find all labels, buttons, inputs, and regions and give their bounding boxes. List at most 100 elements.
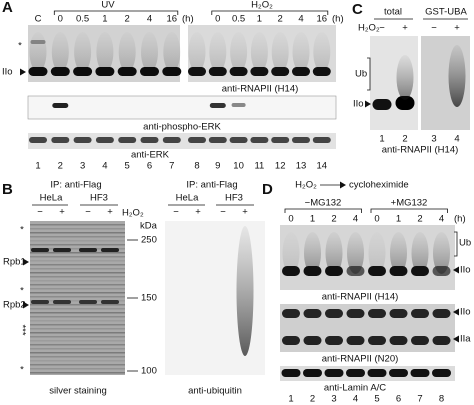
stain-band — [30, 292, 125, 294]
band — [411, 232, 429, 274]
band — [282, 266, 300, 276]
band — [448, 45, 466, 107]
lane-number: 7 — [417, 394, 422, 405]
stain-band — [30, 360, 125, 362]
band — [432, 369, 451, 377]
band — [292, 67, 310, 76]
band — [396, 55, 414, 100]
band — [96, 32, 114, 72]
band — [433, 232, 450, 274]
band — [208, 137, 227, 143]
treatment-label: H₂O₂ — [358, 23, 380, 34]
lane-label: 2 — [331, 214, 336, 225]
band — [118, 137, 137, 143]
bracket — [370, 208, 448, 213]
sign: + — [402, 23, 408, 34]
stain-band — [30, 340, 125, 342]
arrowhead — [23, 258, 29, 266]
label: IP: anti-Flag — [186, 180, 237, 191]
band — [29, 32, 47, 72]
band-label: Rpb1 — [3, 257, 26, 268]
band — [95, 67, 115, 76]
lane-number: 3 — [331, 394, 336, 405]
band — [292, 137, 310, 143]
lane-label: 0.5 — [232, 14, 245, 25]
lane-label: 4 — [439, 214, 444, 225]
stain-band — [30, 284, 125, 286]
band — [368, 309, 386, 318]
band — [282, 232, 300, 274]
sign: − — [431, 23, 437, 34]
unit-label: (h) — [182, 14, 194, 25]
cell-label: HeLa — [40, 193, 63, 204]
lane-label: 1 — [310, 214, 315, 225]
lane-label: 4 — [147, 14, 152, 25]
lane-number: 4 — [102, 161, 107, 172]
sign: + — [242, 207, 248, 218]
lane-label: 1 — [396, 214, 401, 225]
lane-label: 16 — [167, 14, 178, 25]
band — [29, 137, 47, 143]
band — [312, 67, 331, 76]
arrowhead — [20, 68, 26, 76]
band — [31, 300, 49, 304]
band — [390, 232, 407, 274]
band — [303, 369, 322, 377]
stain-band — [30, 364, 125, 366]
band — [325, 232, 343, 274]
stain-band — [30, 268, 125, 270]
band — [162, 137, 181, 143]
band — [79, 300, 97, 304]
bracket — [53, 10, 179, 15]
band — [432, 309, 451, 318]
band — [389, 309, 408, 318]
band — [231, 103, 246, 107]
band — [188, 137, 206, 143]
treatment-label: H₂O₂ — [122, 208, 144, 219]
blot — [280, 366, 455, 381]
band — [432, 266, 451, 276]
band — [389, 336, 408, 345]
bracket — [367, 57, 371, 91]
blot-label: anti-RNAPII (H14) — [222, 84, 299, 95]
asterisk: * — [20, 365, 24, 376]
lane-label: 0 — [215, 14, 220, 25]
stain-band — [30, 288, 125, 290]
band — [312, 137, 331, 143]
stain-band — [30, 236, 125, 238]
stain-band — [30, 252, 125, 254]
band — [73, 67, 93, 76]
band — [188, 67, 206, 76]
band-label: IIo — [353, 99, 364, 110]
sign: + — [195, 207, 201, 218]
band — [53, 300, 71, 304]
stain-band — [30, 356, 125, 358]
blot-label: anti-RNAPII (H14) — [382, 145, 459, 156]
lane-number: 14 — [317, 161, 328, 172]
cell-label: HeLa — [176, 193, 199, 204]
lane-number: 6 — [147, 161, 152, 172]
band — [271, 137, 290, 143]
stain-band — [30, 368, 125, 370]
band — [141, 32, 158, 72]
marker-label: 250 — [141, 235, 157, 246]
band — [313, 32, 331, 72]
band — [368, 266, 386, 276]
band — [28, 67, 48, 76]
unit-label: (h) — [454, 214, 466, 225]
stain-band — [30, 240, 125, 242]
panel-label: A — [2, 0, 13, 16]
stain-band — [30, 276, 125, 278]
lane-number: 11 — [254, 161, 264, 172]
label: H₂O₂ — [295, 180, 317, 191]
asterisk: * — [20, 286, 24, 297]
sign: − — [220, 207, 226, 218]
band — [303, 309, 322, 318]
band — [209, 103, 226, 108]
stain-band — [30, 336, 125, 338]
band — [346, 369, 365, 377]
stain-band — [30, 312, 125, 314]
band — [389, 369, 408, 377]
blot-label: anti-ubiquitin — [188, 386, 242, 397]
